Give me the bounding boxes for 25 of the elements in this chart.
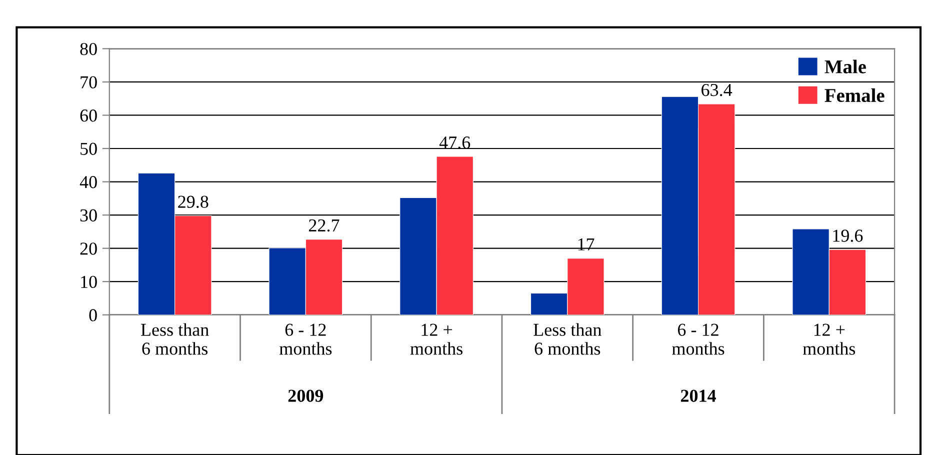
text: 2009 bbox=[288, 390, 324, 402]
legend-label: Female bbox=[824, 88, 884, 102]
x-tick-label: 12 + months bbox=[410, 324, 462, 355]
data-label: 63.4 bbox=[702, 84, 732, 96]
y-tick-label: 40 bbox=[80, 176, 97, 188]
data-label: 29.8 bbox=[178, 196, 208, 208]
y-tick-label: 20 bbox=[80, 242, 97, 255]
x-tick-label: 6 - 12 months bbox=[279, 324, 332, 355]
x-tick-label: Less than 6 months bbox=[140, 323, 209, 355]
y-tick-label: 80 bbox=[80, 42, 97, 56]
x-tick-label: Less than 6 months bbox=[534, 323, 602, 355]
y-tick-label: 0 bbox=[89, 309, 97, 322]
y-tick-label: 50 bbox=[80, 142, 97, 155]
legend-label: Male bbox=[824, 60, 866, 74]
data-label: 22.7 bbox=[308, 219, 340, 232]
y-tick-label: 70 bbox=[80, 76, 97, 88]
y-tick-label: 30 bbox=[80, 209, 97, 222]
data-label: 17 bbox=[578, 238, 594, 250]
y-tick-label: 10 bbox=[81, 276, 97, 288]
x-tick-label: 6 - 12 months bbox=[672, 324, 724, 355]
text: 2014 bbox=[680, 390, 716, 402]
data-label: 19.6 bbox=[833, 230, 863, 242]
x-tick-label: 12 + months bbox=[802, 324, 856, 355]
data-label: 47.6 bbox=[439, 136, 470, 149]
y-tick-label: 60 bbox=[80, 109, 97, 122]
